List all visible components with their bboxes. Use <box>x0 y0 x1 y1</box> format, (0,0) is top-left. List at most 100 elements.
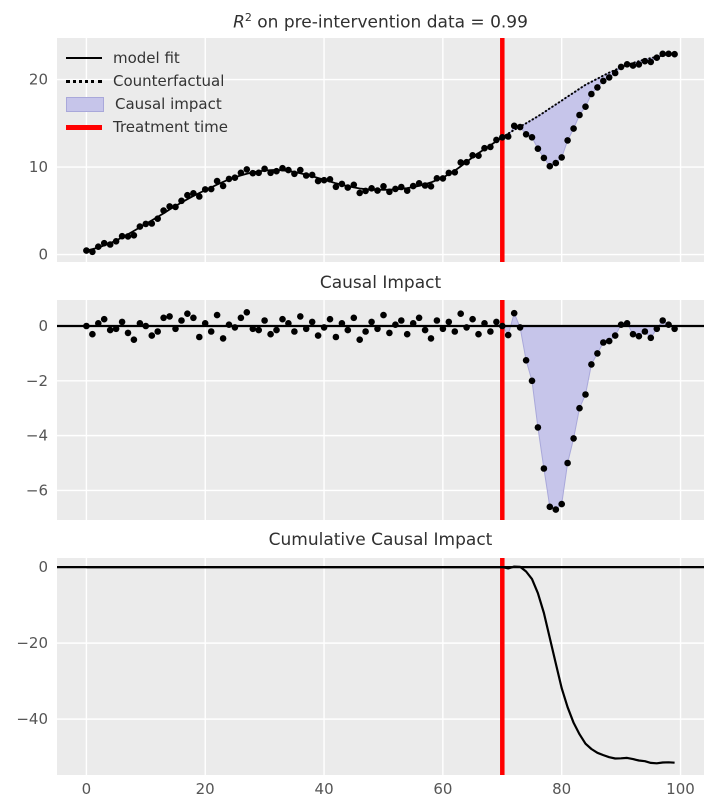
data-point <box>184 310 191 317</box>
data-point <box>516 324 524 331</box>
data-point <box>326 176 334 183</box>
data-point <box>433 317 441 324</box>
data-point <box>564 459 571 467</box>
data-point <box>326 315 334 323</box>
data-point <box>332 183 340 191</box>
data-point <box>427 183 435 190</box>
data-point <box>415 180 423 187</box>
data-point <box>546 162 554 170</box>
data-point <box>588 361 595 368</box>
data-point <box>279 315 286 323</box>
x-tick-label: 40 <box>315 780 334 798</box>
y-tick-label: 0 <box>38 558 48 576</box>
legend-label: Treatment time <box>113 118 228 136</box>
data-point <box>356 189 364 197</box>
data-point <box>201 320 209 327</box>
data-point <box>629 62 637 69</box>
data-point <box>172 203 179 211</box>
data-point <box>291 328 298 335</box>
data-point <box>136 320 144 327</box>
legend: model fit Counterfactual Causal impact T… <box>66 49 228 136</box>
data-point <box>582 391 589 398</box>
data-point <box>332 333 340 341</box>
data-point <box>118 318 126 326</box>
data-point <box>374 187 381 194</box>
data-point <box>421 182 429 189</box>
data-point <box>243 309 251 316</box>
data-point <box>528 134 536 141</box>
data-point <box>314 177 322 185</box>
data-point <box>344 326 352 334</box>
y-tick-label: 0 <box>38 246 48 264</box>
data-point <box>362 187 369 195</box>
data-point <box>201 186 209 193</box>
data-point <box>665 321 672 328</box>
data-point <box>124 329 132 337</box>
data-point <box>487 143 494 151</box>
data-point <box>267 330 274 338</box>
x-tick-label: 80 <box>552 780 571 798</box>
data-point <box>582 103 589 110</box>
data-point <box>225 321 233 328</box>
data-point <box>445 169 453 177</box>
data-point <box>166 313 173 320</box>
data-point <box>398 317 405 324</box>
data-point <box>576 111 583 119</box>
observed-scatter <box>83 50 678 256</box>
data-point <box>83 247 90 254</box>
data-point <box>261 317 268 324</box>
data-point <box>504 133 512 140</box>
middle-plot-axes: 0 −2 −4 −6 <box>26 300 704 520</box>
data-point <box>386 329 393 337</box>
data-point <box>160 314 167 322</box>
data-point <box>546 503 554 511</box>
data-point <box>83 322 90 330</box>
data-point <box>362 328 369 335</box>
data-point <box>95 243 102 250</box>
x-tick-label: 20 <box>196 780 215 798</box>
title-text: on pre-intervention data = 0.99 <box>251 12 528 33</box>
data-point <box>190 190 197 197</box>
data-point <box>552 159 560 167</box>
data-point <box>273 326 280 334</box>
data-point <box>350 314 358 322</box>
data-point <box>409 320 417 327</box>
data-point <box>291 170 298 178</box>
data-point <box>231 174 239 181</box>
data-point <box>617 321 625 328</box>
data-point <box>600 77 607 85</box>
top-plot-title: R2 on pre-intervention data = 0.99 <box>57 6 704 35</box>
data-point <box>368 185 375 192</box>
data-point <box>528 377 536 385</box>
x-tick-label: 60 <box>433 780 452 798</box>
data-point <box>600 339 607 346</box>
axes-background <box>57 38 704 262</box>
data-point <box>380 311 387 319</box>
title-r-symbol: R <box>233 12 245 33</box>
data-point <box>297 313 304 320</box>
data-point <box>493 318 500 326</box>
data-point <box>178 317 185 324</box>
data-point <box>534 145 542 152</box>
data-point <box>124 233 132 240</box>
data-point <box>172 325 179 333</box>
data-point <box>421 326 429 334</box>
data-point <box>308 171 316 179</box>
treatment-time-line-swatch <box>66 124 102 130</box>
data-point <box>344 184 352 191</box>
data-point <box>540 154 548 162</box>
legend-item-causal-impact: Causal impact <box>66 95 228 113</box>
data-point <box>510 309 518 317</box>
data-point <box>558 500 565 508</box>
data-point <box>237 169 245 177</box>
data-point <box>154 215 161 222</box>
data-point <box>207 328 215 335</box>
legend-label: Causal impact <box>115 95 222 113</box>
data-point <box>89 330 96 338</box>
axes-background <box>57 558 704 775</box>
data-point <box>267 169 274 177</box>
data-point <box>356 336 364 343</box>
data-point <box>469 152 476 159</box>
data-point <box>635 332 643 340</box>
